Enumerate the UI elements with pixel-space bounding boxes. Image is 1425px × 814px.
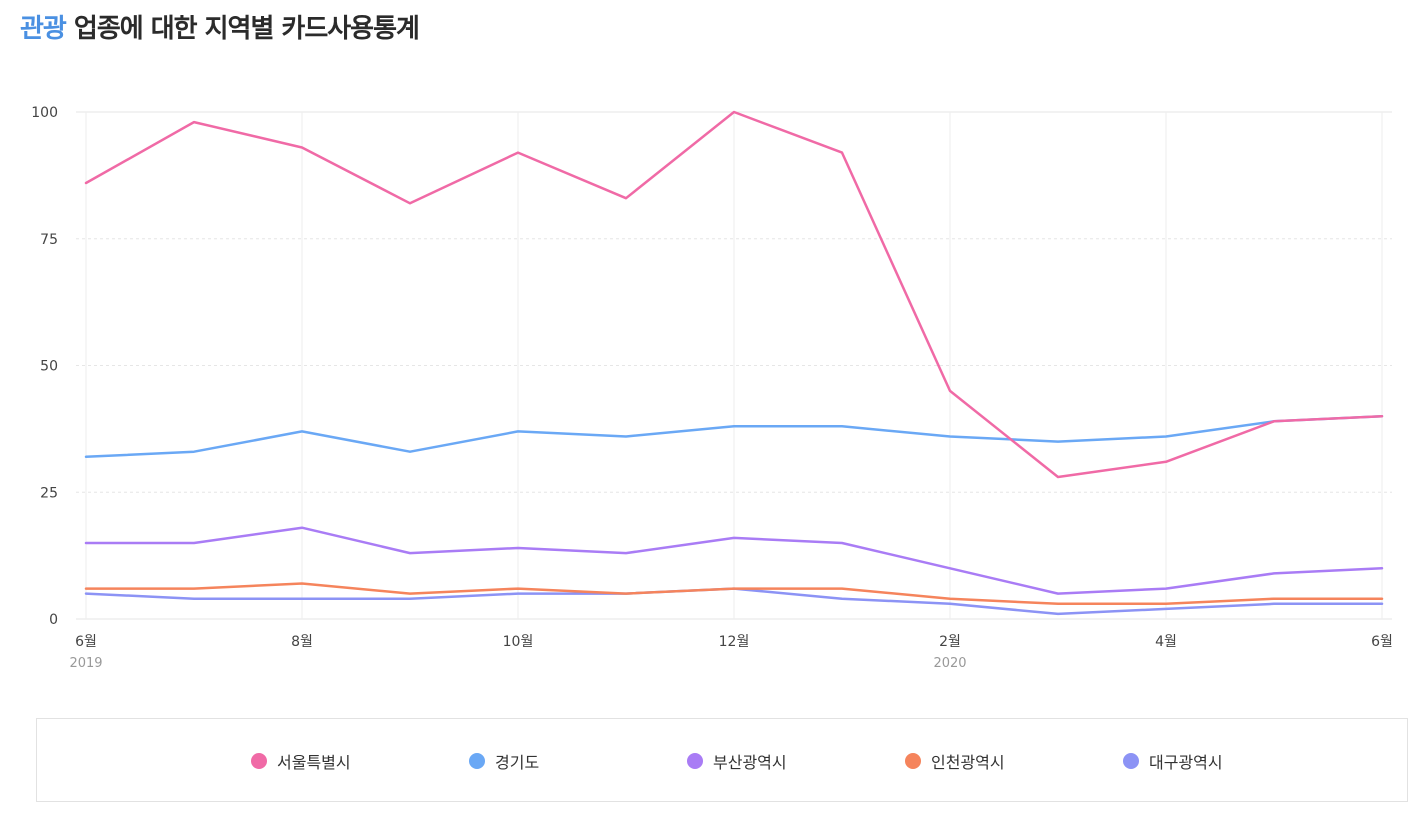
legend-dot-icon [251, 753, 267, 769]
series-line-경기도 [84, 414, 1384, 459]
page-title-accent: 관광 [20, 14, 67, 44]
x-tick-year-label: 2019 [69, 656, 102, 671]
series-layer [84, 110, 1384, 616]
legend-dot-icon [905, 753, 921, 769]
series-line-서울특별시 [84, 110, 1384, 479]
line-chart: 0 25 50 75 100 6월 2019 8월 10월 12월 2월 2020 4월 6월 [31, 105, 1393, 671]
x-tick-label: 2월 [939, 634, 961, 650]
legend-dot-icon [469, 753, 485, 769]
y-tick-label: 100 [31, 105, 58, 121]
grid-layer [76, 111, 1392, 620]
legend-label: 경기도 [495, 753, 540, 772]
legend-label: 대구광역시 [1149, 753, 1223, 772]
x-tick-label: 4월 [1155, 634, 1177, 650]
series-line-부산광역시 [84, 526, 1384, 595]
legend: 서울특별시 경기도 부산광역시 인천광역시 대구광역시 [36, 718, 1408, 802]
x-tick-label: 6월 [75, 634, 97, 650]
legend-item[interactable]: 서울특별시 [251, 749, 351, 773]
legend-item[interactable]: 경기도 [469, 749, 539, 773]
legend-label: 부산광역시 [713, 753, 787, 772]
page-title-rest: 업종에 대한 지역별 카드사용통계 [73, 14, 420, 44]
y-tick-label: 75 [40, 232, 58, 248]
legend-item[interactable]: 대구광역시 [1123, 749, 1223, 773]
x-tick-label: 10월 [503, 634, 534, 650]
series-line-인천광역시 [84, 582, 1384, 606]
y-tick-label: 0 [49, 612, 58, 628]
y-tick-label: 25 [40, 485, 58, 501]
page-title: 관광 업종에 대한 지역별 카드사용통계 [20, 8, 420, 45]
legend-item[interactable]: 부산광역시 [687, 749, 787, 773]
legend-dot-icon [687, 753, 703, 769]
legend-label: 서울특별시 [277, 753, 351, 772]
legend-item[interactable]: 인천광역시 [905, 749, 1005, 773]
x-tick-label: 8월 [291, 634, 313, 650]
axis-layer: 0 25 50 75 100 6월 2019 8월 10월 12월 2월 2020 4월 6월 [31, 105, 1393, 671]
legend-label: 인천광역시 [931, 753, 1005, 772]
x-tick-year-label: 2020 [933, 656, 966, 671]
legend-dot-icon [1123, 753, 1139, 769]
x-tick-label: 6월 [1371, 634, 1393, 650]
y-tick-label: 50 [40, 359, 58, 375]
x-tick-label: 12월 [719, 634, 750, 650]
